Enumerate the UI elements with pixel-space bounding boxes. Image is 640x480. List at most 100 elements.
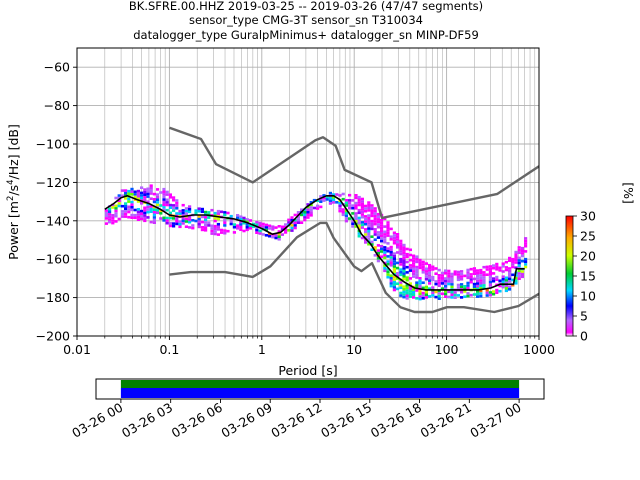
psd-cell bbox=[165, 201, 169, 204]
psd-cell bbox=[143, 188, 147, 191]
psd-cell bbox=[437, 276, 441, 280]
psd-cell bbox=[364, 228, 368, 231]
psd-cell bbox=[274, 236, 278, 240]
psd-cell bbox=[293, 218, 297, 222]
psd-cell bbox=[204, 216, 208, 219]
psd-cell bbox=[364, 233, 368, 236]
psd-cell bbox=[437, 294, 441, 298]
y-axis-label: Power [m2/s4/Hz] [dB] bbox=[6, 124, 21, 260]
psd-cell bbox=[168, 222, 172, 225]
psd-cell bbox=[284, 228, 288, 232]
psd-cell bbox=[162, 216, 166, 220]
psd-cell bbox=[488, 267, 492, 271]
psd-cell bbox=[117, 196, 121, 200]
psd-cell bbox=[479, 268, 483, 272]
psd-cell bbox=[357, 234, 361, 238]
psd-cell bbox=[440, 292, 444, 296]
psd-cell bbox=[309, 201, 313, 204]
psd-cell bbox=[207, 224, 211, 227]
psd-cell bbox=[399, 247, 403, 251]
psd-cell bbox=[149, 187, 153, 190]
psd-cell bbox=[476, 282, 480, 285]
psd-cell bbox=[120, 189, 124, 192]
psd-cell bbox=[348, 201, 352, 205]
psd-cell bbox=[418, 292, 422, 296]
psd-cell bbox=[328, 197, 332, 200]
psd-cell bbox=[159, 191, 163, 194]
psd-cell bbox=[309, 208, 313, 212]
psd-cell bbox=[415, 273, 419, 277]
psd-cell bbox=[450, 275, 454, 278]
psd-cell bbox=[351, 204, 355, 207]
psd-cell bbox=[242, 219, 246, 222]
x-tick-label: 0.1 bbox=[159, 342, 179, 357]
psd-cell bbox=[303, 216, 307, 219]
psd-cell bbox=[357, 211, 361, 215]
y-tick-label: −180 bbox=[36, 290, 70, 305]
psd-cell bbox=[146, 200, 150, 204]
psd-cell bbox=[242, 216, 246, 220]
psd-cell bbox=[392, 231, 396, 235]
psd-cell bbox=[444, 290, 448, 293]
psd-cell bbox=[389, 248, 393, 251]
psd-cell bbox=[373, 212, 377, 215]
psd-cell bbox=[210, 208, 214, 212]
psd-cell bbox=[309, 211, 313, 214]
psd-cell bbox=[402, 275, 406, 278]
psd-cell bbox=[380, 255, 384, 258]
psd-cell bbox=[466, 271, 470, 274]
psd-cell bbox=[140, 196, 144, 200]
psd-cell bbox=[124, 212, 128, 216]
psd-cell bbox=[146, 195, 150, 198]
psd-cell bbox=[517, 269, 521, 273]
psd-cell bbox=[408, 282, 412, 285]
psd-cell bbox=[184, 217, 188, 221]
psd-cell bbox=[229, 214, 233, 218]
psd-cell bbox=[140, 217, 144, 221]
psd-cell bbox=[114, 207, 118, 210]
psd-cell bbox=[226, 229, 230, 233]
psd-cell bbox=[360, 213, 364, 216]
psd-cell bbox=[383, 225, 387, 228]
psd-cell bbox=[108, 213, 112, 216]
psd-cell bbox=[492, 292, 496, 296]
psd-cell bbox=[524, 265, 528, 269]
psd-cell bbox=[399, 273, 403, 277]
psd-cell bbox=[517, 259, 521, 262]
psd-cell bbox=[444, 287, 448, 291]
psd-cell bbox=[383, 240, 387, 244]
psd-cell bbox=[428, 295, 432, 298]
psd-cell bbox=[466, 292, 470, 295]
psd-cell bbox=[424, 277, 428, 281]
psd-cell bbox=[479, 281, 483, 285]
psd-cell bbox=[402, 262, 406, 265]
psd-cell bbox=[271, 228, 275, 231]
psd-cell bbox=[360, 197, 364, 201]
psd-cell bbox=[341, 210, 345, 214]
psd-cell bbox=[495, 268, 499, 271]
psd-cell bbox=[408, 290, 412, 293]
psd-cell bbox=[402, 293, 406, 296]
y-tick-label: −100 bbox=[36, 137, 70, 152]
psd-cell bbox=[188, 205, 192, 208]
psd-cell bbox=[239, 218, 243, 221]
psd-cell bbox=[389, 256, 393, 259]
psd-cell bbox=[383, 264, 387, 267]
psd-cell bbox=[360, 208, 364, 211]
psd-cell bbox=[524, 263, 528, 266]
psd-cell bbox=[316, 207, 320, 210]
psd-cell bbox=[367, 227, 371, 230]
psd-cell bbox=[383, 233, 387, 236]
psd-cell bbox=[332, 195, 336, 199]
psd-cell bbox=[424, 275, 428, 278]
psd-cell bbox=[152, 213, 156, 217]
psd-cell bbox=[408, 248, 412, 252]
psd-cell bbox=[488, 278, 492, 281]
psd-cell bbox=[245, 228, 249, 232]
psd-cell bbox=[140, 194, 144, 197]
psd-cell bbox=[392, 267, 396, 271]
psd-cell bbox=[380, 239, 384, 243]
psd-cell bbox=[440, 276, 444, 280]
psd-cell bbox=[245, 218, 249, 221]
psd-cell bbox=[492, 272, 496, 275]
